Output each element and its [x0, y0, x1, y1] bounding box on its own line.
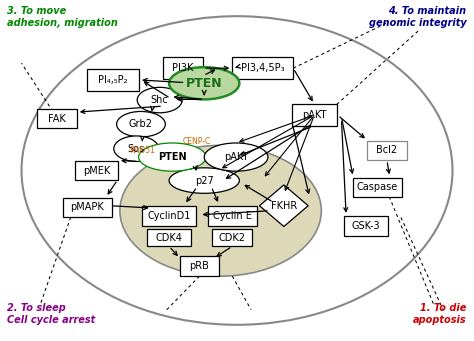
Text: pRB: pRB	[190, 261, 210, 271]
FancyBboxPatch shape	[367, 140, 407, 160]
FancyBboxPatch shape	[212, 229, 252, 246]
Text: CDK2: CDK2	[219, 233, 246, 242]
Text: p27: p27	[195, 176, 214, 186]
Text: Bcl2: Bcl2	[376, 145, 398, 155]
FancyBboxPatch shape	[75, 161, 118, 180]
FancyBboxPatch shape	[344, 216, 388, 236]
Text: 4. To maintain
genomic integrity: 4. To maintain genomic integrity	[369, 6, 466, 28]
Text: pAKT: pAKT	[302, 110, 327, 120]
Text: FAK: FAK	[48, 114, 65, 123]
FancyBboxPatch shape	[180, 256, 219, 276]
FancyBboxPatch shape	[208, 206, 257, 226]
Ellipse shape	[120, 145, 321, 276]
Ellipse shape	[169, 168, 239, 193]
FancyBboxPatch shape	[142, 206, 196, 226]
Text: Shc: Shc	[151, 95, 169, 105]
Ellipse shape	[169, 67, 239, 99]
FancyBboxPatch shape	[87, 69, 138, 91]
Text: PI3K: PI3K	[173, 63, 194, 73]
Ellipse shape	[204, 143, 268, 171]
Text: Grb2: Grb2	[129, 119, 153, 129]
Text: 1. To die
apoptosis: 1. To die apoptosis	[413, 303, 466, 325]
Text: pMEK: pMEK	[83, 165, 110, 176]
FancyBboxPatch shape	[353, 178, 402, 197]
Text: CDK4: CDK4	[155, 233, 182, 242]
Text: Cyclin E: Cyclin E	[213, 211, 252, 221]
FancyBboxPatch shape	[292, 104, 337, 126]
FancyBboxPatch shape	[63, 198, 112, 217]
Ellipse shape	[137, 87, 182, 113]
Polygon shape	[259, 185, 308, 226]
Text: Sos: Sos	[128, 144, 145, 154]
Text: GSK-3: GSK-3	[352, 221, 380, 231]
Text: pAKT: pAKT	[224, 152, 248, 162]
Text: pMAPK: pMAPK	[70, 203, 104, 212]
Ellipse shape	[117, 112, 165, 137]
Text: Caspase: Caspase	[357, 182, 398, 192]
Text: PI3,4,5P₃: PI3,4,5P₃	[241, 63, 284, 73]
Text: 2. To sleep
Cell cycle arrest: 2. To sleep Cell cycle arrest	[8, 303, 96, 325]
FancyBboxPatch shape	[147, 229, 191, 246]
Text: PTEN: PTEN	[186, 77, 222, 90]
FancyBboxPatch shape	[163, 57, 203, 79]
Text: FKHR: FKHR	[271, 201, 297, 211]
Text: RAD51: RAD51	[129, 146, 155, 155]
Text: CyclinD1: CyclinD1	[147, 211, 191, 221]
FancyBboxPatch shape	[232, 57, 293, 79]
FancyBboxPatch shape	[37, 109, 77, 128]
Text: CENP-C: CENP-C	[183, 137, 211, 147]
Text: PI₄,₅P₂: PI₄,₅P₂	[98, 75, 128, 85]
Text: 3. To move
adhesion, migration: 3. To move adhesion, migration	[8, 6, 118, 28]
Ellipse shape	[114, 136, 159, 161]
Ellipse shape	[138, 143, 206, 171]
Text: PTEN: PTEN	[158, 152, 187, 162]
